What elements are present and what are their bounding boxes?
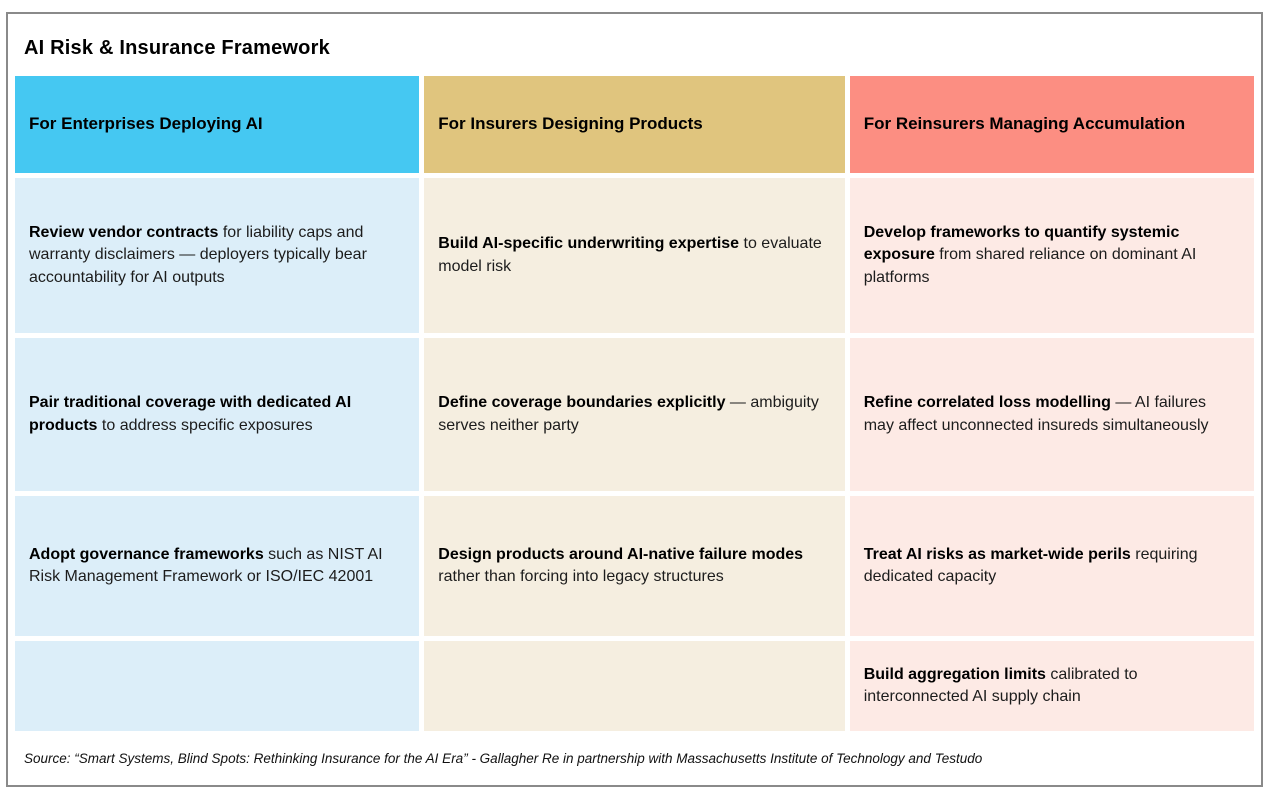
column-header-enterprises: For Enterprises Deploying AI xyxy=(15,76,420,173)
cell-enterprises-1: Review vendor contracts for liability ca… xyxy=(15,178,420,333)
cell-text: Build aggregation limits calibrated to i… xyxy=(863,665,1138,705)
cell-text: Refine correlated loss modelling — AI fa… xyxy=(863,394,1209,434)
cell-text: Design products around AI-native failure… xyxy=(438,545,804,585)
framework-panel: AI Risk & Insurance Framework For Enterp… xyxy=(6,12,1263,787)
cell-text: Define coverage boundaries explicitly — … xyxy=(438,394,819,434)
cell-insurers-4-empty xyxy=(424,641,845,731)
cell-insurers-2: Define coverage boundaries explicitly — … xyxy=(424,338,845,491)
cell-enterprises-3: Adopt governance frameworks such as NIST… xyxy=(15,496,420,636)
framework-table: For Enterprises Deploying AI For Insurer… xyxy=(8,76,1261,731)
cell-reinsurers-2: Refine correlated loss modelling — AI fa… xyxy=(849,338,1254,491)
page-title: AI Risk & Insurance Framework xyxy=(24,36,330,59)
cell-enterprises-2: Pair traditional coverage with dedicated… xyxy=(15,338,420,491)
cell-reinsurers-3: Treat AI risks as market-wide perils req… xyxy=(849,496,1254,636)
cell-text: Adopt governance frameworks such as NIST… xyxy=(29,545,383,585)
cell-text: Build AI-specific underwriting expertise… xyxy=(438,235,822,275)
cell-text: Develop frameworks to quantify systemic … xyxy=(863,223,1197,286)
column-header-insurers: For Insurers Designing Products xyxy=(424,76,845,173)
cell-text: Review vendor contracts for liability ca… xyxy=(29,223,367,286)
column-header-reinsurers: For Reinsurers Managing Accumulation xyxy=(849,76,1254,173)
cell-text: Pair traditional coverage with dedicated… xyxy=(29,394,352,434)
cell-insurers-1: Build AI-specific underwriting expertise… xyxy=(424,178,845,333)
cell-reinsurers-1: Develop frameworks to quantify systemic … xyxy=(849,178,1254,333)
cell-enterprises-4-empty xyxy=(15,641,420,731)
cell-insurers-3: Design products around AI-native failure… xyxy=(424,496,845,636)
source-note: Source: “Smart Systems, Blind Spots: Ret… xyxy=(24,750,983,766)
cell-text: Treat AI risks as market-wide perils req… xyxy=(863,545,1198,585)
cell-reinsurers-4: Build aggregation limits calibrated to i… xyxy=(849,641,1254,731)
